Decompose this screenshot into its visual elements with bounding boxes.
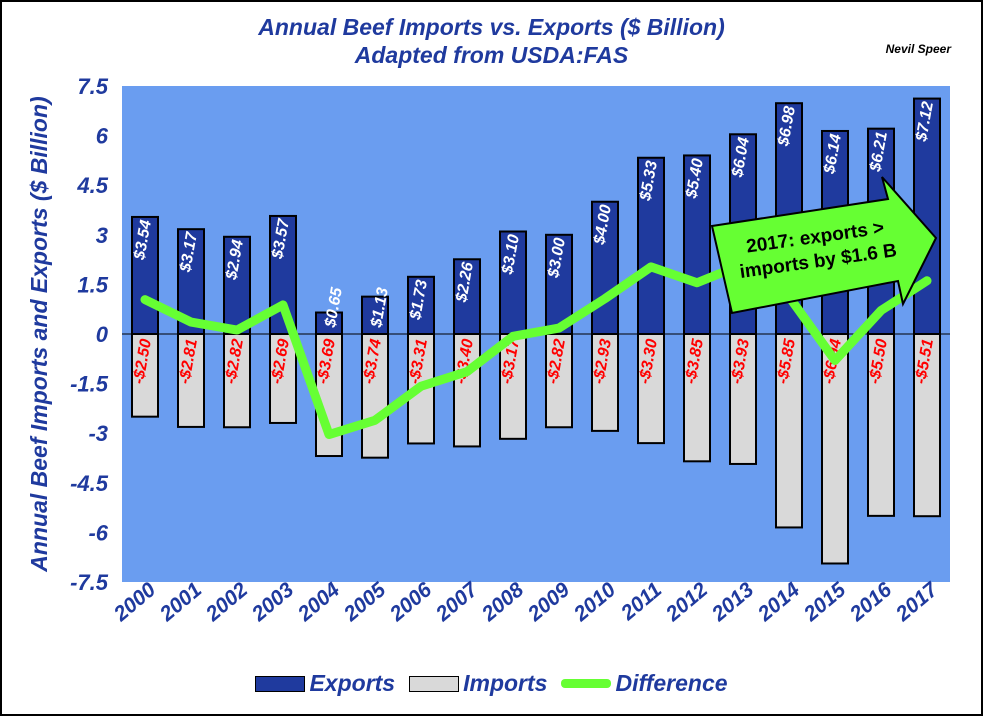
x-tick-label: 2005 [339, 578, 391, 626]
data-label-exports: $6.04 [729, 136, 753, 179]
data-label-exports: $7.12 [913, 100, 937, 143]
data-label-exports: $1.73 [407, 278, 431, 321]
legend-item-exports: Exports [255, 670, 395, 697]
y-tick-label: 7.5 [77, 74, 108, 99]
bar-imports [499, 333, 527, 440]
y-tick-label: -7.5 [70, 570, 109, 595]
x-tick-label: 2002 [201, 578, 253, 626]
data-label-exports: $6.21 [867, 130, 891, 173]
y-tick-label: 4.5 [76, 173, 108, 198]
y-tick-label: -1.5 [70, 372, 109, 397]
chart-author: Nevil Speer [885, 42, 951, 56]
x-tick-label: 2007 [431, 577, 483, 626]
bar-exports [683, 154, 711, 335]
x-tick-label: 2010 [569, 578, 621, 626]
x-tick-label: 2012 [661, 578, 713, 626]
annotation-arrow [710, 176, 938, 315]
data-label-exports: $5.33 [637, 159, 661, 202]
bar-exports [407, 275, 435, 336]
data-label-exports: $5.40 [683, 157, 707, 200]
x-tick-label: 2015 [799, 578, 851, 626]
legend-label-difference: Difference [615, 670, 728, 696]
x-tick-label: 2014 [753, 578, 805, 626]
legend-label-exports: Exports [309, 670, 396, 696]
data-label-exports: $3.00 [545, 236, 569, 279]
data-label-exports: $1.13 [368, 286, 392, 329]
x-tick-label: 2008 [477, 578, 529, 626]
bar-exports [131, 215, 159, 335]
legend-item-difference: Difference [561, 670, 728, 697]
bar-imports [683, 333, 711, 463]
bar-imports [729, 333, 757, 465]
legend: Exports Imports Difference [0, 670, 983, 697]
y-tick-label: -3 [88, 421, 108, 446]
x-tick-label: 2004 [293, 578, 345, 626]
data-label-exports: $6.98 [775, 105, 799, 148]
legend-swatch-exports [255, 675, 306, 692]
bar-imports [177, 333, 205, 428]
data-label-exports: $4.00 [591, 203, 615, 246]
y-tick-label: 0 [96, 322, 109, 347]
data-label-exports: $3.10 [499, 233, 523, 276]
legend-label-imports: Imports [463, 670, 548, 696]
bar-exports [223, 235, 251, 335]
chart-subtitle: Adapted from USDA:FAS [354, 42, 629, 68]
bar-exports [453, 258, 481, 336]
data-label-exports: $3.54 [131, 219, 155, 262]
bar-exports [499, 230, 527, 335]
y-axis-title: Annual Beef Imports and Exports ($ Billi… [26, 96, 52, 572]
x-tick-label: 2016 [845, 578, 897, 626]
x-tick-label: 2001 [155, 578, 206, 626]
y-tick-label: 6 [96, 124, 109, 149]
x-tick-label: 2000 [109, 578, 161, 626]
x-tick-label: 2011 [616, 578, 666, 625]
bar-imports [775, 333, 803, 529]
data-label-exports: $2.26 [453, 261, 477, 304]
data-label-exports: $2.94 [223, 238, 247, 281]
bar-imports [591, 333, 619, 432]
y-tick-label: -4.5 [70, 471, 109, 496]
data-label-exports: $6.14 [821, 133, 845, 176]
y-tick-label: -6 [88, 520, 108, 545]
chart-title: Annual Beef Imports vs. Exports ($ Billi… [258, 14, 725, 40]
bar-imports [867, 333, 895, 517]
bar-imports [821, 333, 849, 565]
legend-swatch-imports [409, 675, 460, 692]
y-tick-label: 3 [96, 223, 108, 248]
x-tick-label: 2003 [247, 578, 299, 626]
y-tick-label: 1.5 [77, 272, 108, 297]
x-tick-label: 2017 [891, 577, 943, 626]
bar-exports [361, 295, 389, 336]
x-tick-label: 2009 [523, 578, 575, 626]
legend-item-imports: Imports [409, 670, 547, 697]
x-tick-label: 2006 [385, 578, 437, 626]
line-difference [140, 259, 932, 440]
x-tick-label: 2013 [707, 578, 759, 626]
legend-swatch-difference [561, 679, 612, 688]
